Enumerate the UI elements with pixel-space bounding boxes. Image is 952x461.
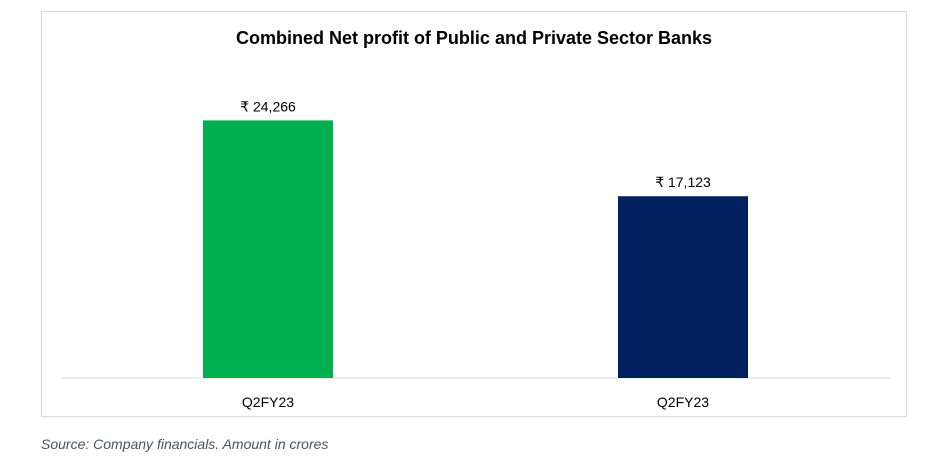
source-note: Source: Company financials. Amount in cr… <box>41 436 329 452</box>
x-tick-label-1: Q2FY23 <box>242 394 294 410</box>
bar-1 <box>203 120 333 378</box>
data-label-2: ₹ 17,123 <box>655 174 711 190</box>
bar-chart: ₹ 24,266 Q2FY23 ₹ 17,123 Q2FY23 <box>62 98 890 410</box>
data-label-1: ₹ 24,266 <box>240 98 296 114</box>
x-tick-label-2: Q2FY23 <box>657 394 709 410</box>
bar-2 <box>618 196 748 378</box>
chart-title: Combined Net profit of Public and Privat… <box>235 28 713 48</box>
chart-container: Combined Net profit of Public and Privat… <box>41 11 907 417</box>
